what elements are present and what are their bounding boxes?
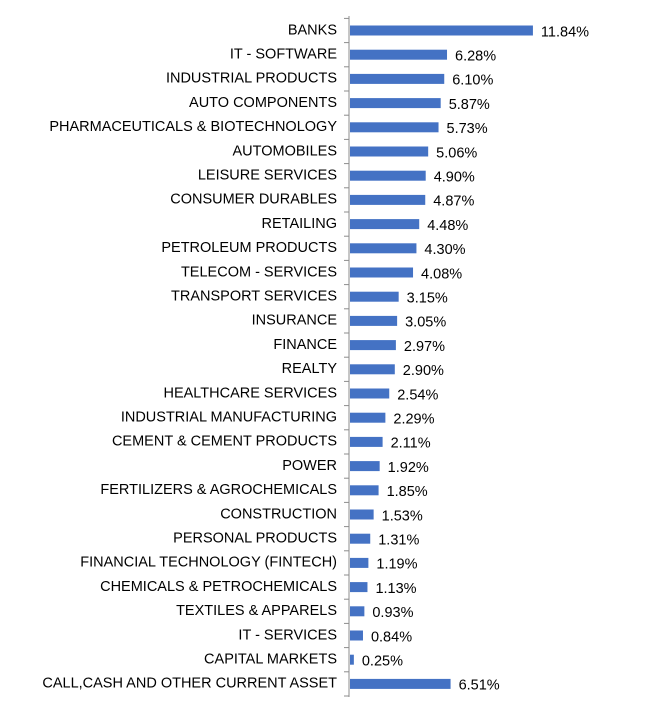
data-label: 4.08%: [421, 266, 462, 282]
bar: [350, 509, 374, 520]
data-label: 4.90%: [434, 170, 475, 186]
data-label: 0.93%: [372, 605, 413, 621]
bar: [350, 219, 420, 230]
data-label: 0.84%: [371, 629, 412, 645]
bar: [350, 49, 448, 60]
data-label: 3.15%: [407, 291, 448, 307]
category-label: CHEMICALS & PETROCHEMICALS: [100, 579, 337, 595]
category-label: LEISURE SERVICES: [198, 168, 337, 184]
bar: [350, 557, 369, 568]
category-label: INDUSTRIAL PRODUCTS: [166, 71, 337, 87]
bar: [350, 606, 365, 617]
bar: [350, 533, 371, 544]
bar: [350, 243, 417, 254]
bar: [350, 630, 363, 641]
data-label: 0.25%: [362, 654, 403, 670]
bar: [350, 461, 380, 472]
data-label: 1.19%: [376, 557, 417, 573]
data-label: 11.84%: [541, 24, 589, 40]
category-label: CONSUMER DURABLES: [170, 192, 337, 208]
bar: [350, 412, 386, 423]
data-label: 1.85%: [387, 484, 428, 500]
category-label: RETAILING: [262, 216, 337, 232]
category-label: TELECOM - SERVICES: [181, 264, 337, 280]
category-label: TEXTILES & APPARELS: [176, 603, 337, 619]
bar: [350, 485, 379, 496]
data-label: 5.73%: [447, 121, 488, 137]
data-label: 4.30%: [424, 242, 465, 258]
bar: [350, 678, 451, 689]
data-label: 2.90%: [403, 363, 444, 379]
bar: [350, 122, 439, 133]
category-label: BANKS: [288, 22, 337, 38]
data-label: 2.97%: [404, 339, 445, 355]
category-label: CEMENT & CEMENT PRODUCTS: [112, 434, 337, 450]
category-label: CONSTRUCTION: [220, 506, 337, 522]
category-label: INDUSTRIAL MANUFACTURING: [121, 410, 337, 426]
data-label: 6.10%: [452, 73, 493, 89]
data-label: 4.87%: [433, 194, 474, 210]
category-label: FINANCIAL TECHNOLOGY (FINTECH): [80, 555, 337, 571]
category-label: IT - SERVICES: [238, 627, 337, 643]
data-label: 2.11%: [391, 436, 431, 452]
category-label: CALL,CASH AND OTHER CURRENT ASSET: [42, 676, 337, 692]
category-label: HEALTHCARE SERVICES: [163, 385, 337, 401]
bar: [350, 267, 414, 278]
bar: [350, 194, 426, 205]
category-label: INSURANCE: [252, 313, 338, 329]
bar: [350, 146, 429, 157]
data-label: 4.48%: [427, 218, 468, 234]
data-label: 6.51%: [459, 678, 500, 694]
category-label: PETROLEUM PRODUCTS: [161, 240, 337, 256]
bar: [350, 25, 533, 36]
category-label: TRANSPORT SERVICES: [171, 289, 337, 305]
category-label: AUTO COMPONENTS: [189, 95, 337, 111]
bar: [350, 291, 399, 302]
category-label: AUTOMOBILES: [233, 143, 337, 159]
bar: [350, 315, 398, 326]
bar: [350, 582, 368, 593]
data-label: 2.29%: [393, 412, 434, 428]
bar: [350, 170, 426, 181]
category-label: PHARMACEUTICALS & BIOTECHNOLOGY: [49, 119, 337, 135]
category-label: REALTY: [282, 361, 338, 377]
category-label: CAPITAL MARKETS: [204, 652, 337, 668]
category-label: POWER: [282, 458, 337, 474]
data-label: 5.87%: [449, 97, 490, 113]
category-label: FERTILIZERS & AGROCHEMICALS: [100, 482, 337, 498]
data-label: 1.53%: [382, 508, 423, 524]
data-label: 5.06%: [436, 145, 477, 161]
data-label: 1.92%: [388, 460, 429, 476]
data-label: 3.05%: [405, 315, 446, 331]
bar: [350, 654, 354, 665]
data-label: 1.31%: [378, 533, 419, 549]
bar: [350, 340, 396, 351]
bar: [350, 98, 441, 109]
category-label: IT - SOFTWARE: [230, 47, 337, 63]
bar: [350, 73, 445, 84]
category-label: PERSONAL PRODUCTS: [173, 531, 337, 547]
category-label: FINANCE: [273, 337, 337, 353]
bar: [350, 388, 390, 399]
data-label: 2.54%: [397, 387, 438, 403]
data-label: 6.28%: [455, 49, 496, 65]
bar: [350, 364, 395, 375]
data-label: 1.13%: [375, 581, 416, 597]
bar: [350, 436, 383, 447]
